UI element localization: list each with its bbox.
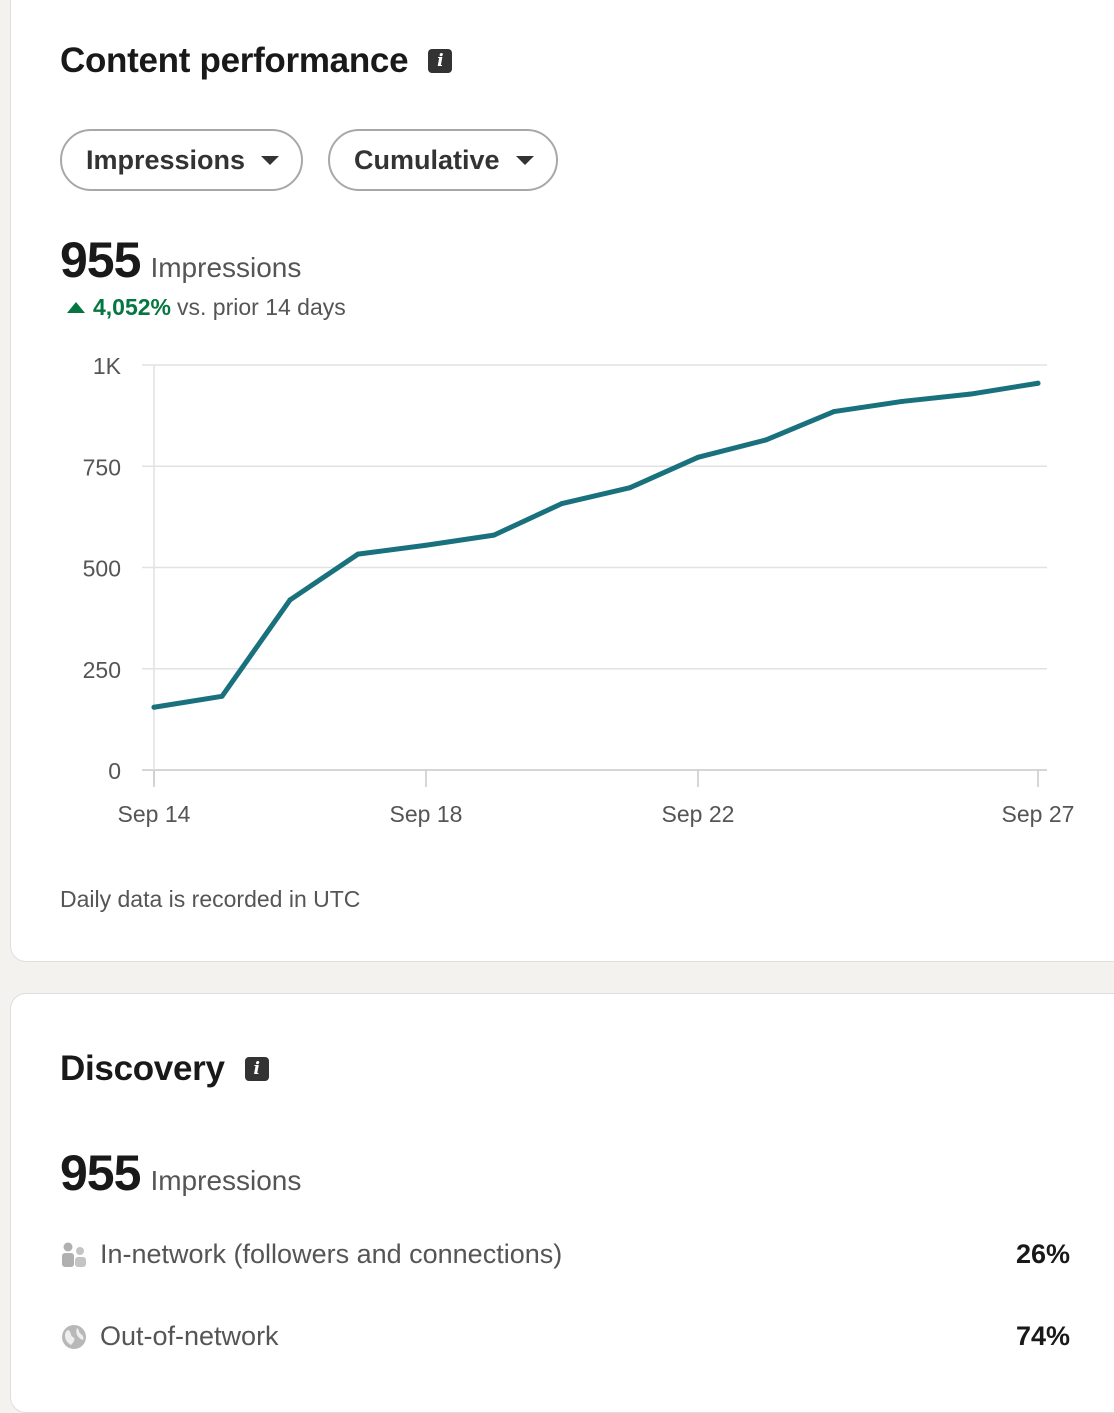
mode-dropdown[interactable]: Cumulative	[328, 129, 558, 191]
metric-dropdown[interactable]: Impressions	[60, 129, 304, 191]
impressions-line-chart: 0 250 500 750 1K Sep 14 Sep 18 Sep 22 Sep 27	[83, 353, 1075, 827]
out-of-network-value: 74%	[1015, 1321, 1070, 1351]
content-performance-title: Content performance	[60, 41, 409, 80]
globe-icon	[62, 1324, 86, 1349]
data-point	[287, 597, 293, 603]
data-point	[695, 454, 701, 460]
discovery-impressions-value: 955	[60, 1145, 141, 1201]
content-performance-header: Content performance i	[60, 41, 453, 81]
change-indicator: 4,052% vs. prior 14 days	[67, 294, 346, 321]
data-point	[899, 398, 905, 404]
y-tick-label: 1K	[93, 353, 122, 379]
discovery-title: Discovery	[60, 1049, 225, 1088]
in-network-value: 26%	[1015, 1239, 1070, 1269]
x-tick-label: Sep 22	[662, 801, 735, 827]
data-point	[627, 485, 633, 491]
data-point	[763, 437, 769, 443]
utc-footnote: Daily data is recorded in UTC	[60, 886, 361, 912]
data-point	[151, 704, 157, 710]
total-impressions-value: 955	[60, 232, 141, 288]
in-network-label: In-network (followers and connections)	[100, 1239, 563, 1269]
y-tick-label: 250	[83, 657, 121, 683]
info-icon[interactable]: i	[244, 1057, 269, 1081]
discovery-card: Discovery i 955 Impressions In-network (…	[10, 993, 1114, 1413]
metric-dropdown-label: Impressions	[86, 144, 246, 175]
data-point	[967, 391, 973, 397]
discovery-total-impressions: 955 Impressions	[60, 1144, 301, 1202]
x-tick-label: Sep 18	[390, 801, 463, 827]
triangle-up-icon	[67, 302, 85, 313]
caret-down-icon	[515, 155, 534, 165]
people-icon	[62, 1242, 86, 1267]
change-percent: 4,052%	[93, 294, 172, 320]
x-tick-label: Sep 27	[1002, 801, 1075, 827]
impressions-series-line	[151, 380, 1041, 710]
content-performance-card: Content performance i Impressions Cumula…	[10, 0, 1114, 962]
x-tick-label: Sep 14	[118, 801, 191, 827]
data-point	[491, 532, 497, 538]
data-point	[355, 551, 361, 557]
data-point	[219, 693, 225, 699]
y-tick-label: 750	[83, 454, 121, 480]
in-network-row: In-network (followers and connections) 2…	[60, 1239, 1070, 1270]
out-of-network-row: Out-of-network 74%	[60, 1321, 1070, 1352]
total-impressions: 955 Impressions	[60, 231, 301, 289]
data-point	[831, 409, 837, 415]
y-tick-label: 500	[83, 556, 121, 582]
data-point	[423, 542, 429, 548]
discovery-header: Discovery i	[60, 1049, 269, 1089]
mode-dropdown-label: Cumulative	[354, 144, 500, 175]
discovery-impressions-label: Impressions	[150, 1165, 302, 1196]
data-point	[1035, 380, 1041, 386]
total-impressions-label: Impressions	[150, 252, 302, 283]
change-comparison-text: vs. prior 14 days	[177, 294, 346, 320]
caret-down-icon	[261, 155, 280, 165]
out-of-network-label: Out-of-network	[100, 1321, 279, 1351]
data-point	[559, 501, 565, 507]
y-tick-label: 0	[108, 758, 121, 784]
info-icon[interactable]: i	[428, 49, 453, 73]
